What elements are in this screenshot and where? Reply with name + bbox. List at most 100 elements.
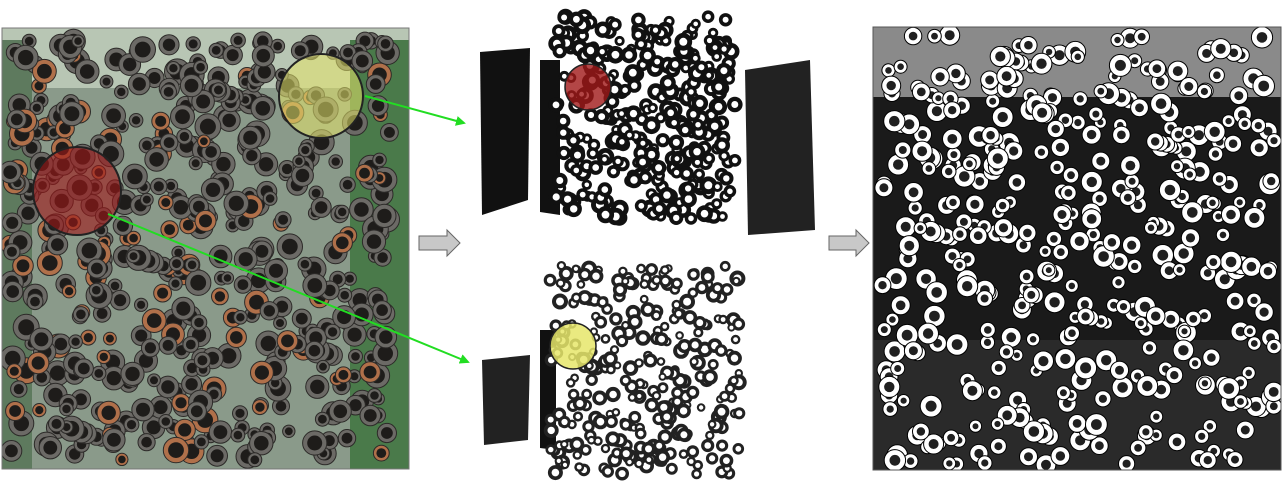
detected-pipe-bore [1050,235,1058,243]
flow-arrow-2-icon [828,228,870,258]
binarized-pipe-bore [582,447,589,453]
detected-pipe-bore [1189,315,1198,323]
binarized-pipe-bore [591,142,597,148]
detected-pipe-bore [908,31,918,41]
photo-pipe-bore [214,291,226,302]
binarized-pipe-bore [625,328,633,337]
binarized-pipe-bore [659,137,666,144]
detected-pipe-bore [946,460,953,467]
detected-pipe-bore [959,217,968,226]
photo-pipe-bore [16,259,30,273]
photo-pipe-bore [230,331,243,344]
photo-pipe-bore [77,362,90,375]
photo-pipe-bore [185,339,196,350]
detected-pipe-bore [989,97,997,105]
detected-pipe-bore [948,252,957,261]
detected-pipe-bore [1142,380,1153,392]
detected-pipe-bore [1198,432,1206,440]
binarized-pipe-bore [604,468,611,475]
binarized-pipe-bore [730,354,739,362]
photo-pipe-bore [175,109,190,125]
photo-pipe-bore [184,78,199,93]
binarized-pipe-bore [609,98,616,105]
photo-pipe-bore [141,436,152,448]
binarized-pipe-bore [609,390,617,399]
detected-pipe-bore [1022,272,1031,281]
detected-pipe-bore [962,281,973,292]
binarized-pipe-bore [693,148,701,156]
detected-pipe-bore [1153,432,1160,439]
photo-pipe-bore [359,35,371,47]
detected-pipe-bore [951,339,963,350]
photo-pipe-bore [188,39,198,49]
photo-pipe-bore [243,130,258,145]
detected-pipe-bore [1053,163,1061,171]
photo-pipe-bore [307,435,323,451]
photo-pipe-bore [24,36,34,46]
detected-pipe-bore [1178,248,1189,259]
binarized-pipe-bore [697,373,704,380]
binarized-pipe-bore [568,380,574,386]
photo-pipe-bore [327,327,338,337]
photo-pipe-bore [363,365,377,379]
connector-arrow-small [364,95,466,126]
detected-pipe-bore [1128,177,1136,185]
photo-pipe-bore [253,435,269,451]
binarized-pipe-bore [573,167,580,174]
photo-pipe-bore [275,300,289,313]
binarized-pipe-bore [608,367,614,372]
binarized-pipe-bore [660,403,668,411]
detected-pipe-bore [1060,353,1071,365]
detected-pipe-bore [1131,262,1139,270]
photo-pipe-bore [102,77,111,86]
photo-pipe-bore [123,57,137,72]
binarized-pipe-bore [627,459,632,465]
detected-pipe-bore [1061,116,1070,125]
detected-pipe-bore [1186,171,1194,178]
binarized-pipe-bore [704,442,711,449]
binarized-pipe-bore [552,101,560,109]
detected-pipe-bore [931,287,942,298]
binarized-pipe-bore [735,445,742,452]
binarized-pipe-bore [625,51,633,59]
detected-pipe-bore [925,400,937,412]
photo-pipe-bore [310,379,325,394]
detected-pipe-bore [986,130,995,140]
detected-pipe-bore [1203,269,1212,277]
photo-pipe-bore [162,38,176,51]
binarized-pipe-bore [731,378,737,384]
binarized-pipe-bore [709,455,716,462]
photo-pipe-bore [179,131,190,142]
photo-pipe-bore [126,420,137,430]
photo-pipe-bore [134,41,151,58]
photo-pipe-bore [131,116,141,125]
binarized-pipe-bore [575,414,581,419]
detected-pipe-bore [1009,146,1019,156]
binarized-pipe-bore [688,89,694,95]
binarized-pipe-bore [562,462,568,467]
detected-pipe-bore [1142,428,1150,436]
photo-pipe-bore [370,391,379,400]
photo-pipe-bore [118,455,126,464]
binarized-pipe-bore [711,122,719,130]
binarized-pipe-bore [595,438,601,444]
detected-pipe-bore [1028,426,1040,437]
detected-pipe-bore [1006,332,1017,343]
detected-pipe-bore [1236,199,1243,206]
detected-pipe-bore [974,448,984,459]
detected-pipe-bore [997,111,1008,123]
binarized-pipe-bore [721,393,728,400]
detected-pipe-bore [980,294,989,303]
detected-pipe-bore [1219,274,1230,285]
photo-pipe-bore [96,308,108,319]
photo-pipe-bore [331,157,340,166]
binarized-pipe-bore [698,284,706,291]
photo-pipe-bore [129,252,138,261]
photo-pipe-bore [257,65,271,79]
photo-pipe-bore [51,238,64,252]
photo-pipe-bore [54,337,68,351]
binarized-pipe-bore [628,383,636,391]
detected-pipe-bore [1250,340,1258,347]
photo-pipe-bore [349,399,362,412]
binarized-pipe-bore [612,347,617,353]
